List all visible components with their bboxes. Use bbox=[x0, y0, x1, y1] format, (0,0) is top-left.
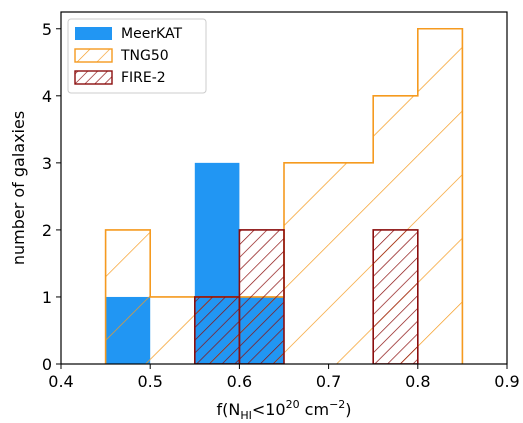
y-tick-label: 1 bbox=[42, 288, 52, 307]
fire2-bar bbox=[238, 229, 285, 364]
legend-swatch-tng50 bbox=[74, 48, 113, 63]
y-tick-label: 0 bbox=[42, 355, 52, 374]
tng50-bar bbox=[150, 296, 195, 364]
x-label-post: ) bbox=[345, 400, 351, 419]
fire2-bar bbox=[372, 229, 419, 364]
x-tick-label: 0.5 bbox=[137, 372, 162, 391]
x-label-mid: <10 bbox=[252, 400, 286, 419]
tng50-bar bbox=[284, 162, 329, 364]
x-tick-label: 0.8 bbox=[405, 372, 430, 391]
tng50-bar bbox=[417, 28, 463, 364]
y-axis-label: number of galaxies bbox=[9, 111, 28, 265]
x-label-sub: HI bbox=[240, 409, 252, 422]
x-tick-label: 0.9 bbox=[494, 372, 519, 391]
legend-swatch-meerkat bbox=[75, 27, 112, 40]
y-tick-label: 5 bbox=[42, 20, 52, 39]
x-axis-label: f(NHI<1020 cm−2) bbox=[216, 398, 351, 422]
x-label-unit: cm bbox=[300, 400, 329, 419]
legend-swatch-fire2 bbox=[74, 70, 113, 85]
axes: 0.4 0.5 0.6 0.7 0.8 0.9 0 1 2 3 4 5 bbox=[42, 20, 520, 391]
legend-label-tng50: TNG50 bbox=[120, 48, 169, 64]
tng50-bar bbox=[328, 162, 374, 364]
legend: MeerKAT TNG50 FIRE-2 bbox=[67, 18, 207, 94]
x-tick-label: 0.4 bbox=[48, 372, 73, 391]
x-label-pre: f(N bbox=[216, 400, 240, 419]
y-tick-label: 2 bbox=[42, 221, 52, 240]
plot-frame bbox=[60, 11, 508, 365]
legend-label-fire2: FIRE-2 bbox=[121, 70, 166, 86]
plot-area bbox=[104, 27, 464, 364]
x-tick-label: 0.6 bbox=[227, 372, 252, 391]
y-tick-label: 3 bbox=[42, 154, 52, 173]
x-label-sup2: −2 bbox=[329, 398, 345, 411]
x-tick-label: 0.7 bbox=[316, 372, 341, 391]
fire2-bar bbox=[194, 296, 241, 364]
x-label-sup1: 20 bbox=[286, 398, 300, 411]
tng50-bar bbox=[105, 229, 151, 364]
y-tick-label: 4 bbox=[42, 87, 52, 106]
tng50-step-outline bbox=[104, 27, 464, 364]
legend-label-meerkat: MeerKAT bbox=[121, 26, 182, 42]
